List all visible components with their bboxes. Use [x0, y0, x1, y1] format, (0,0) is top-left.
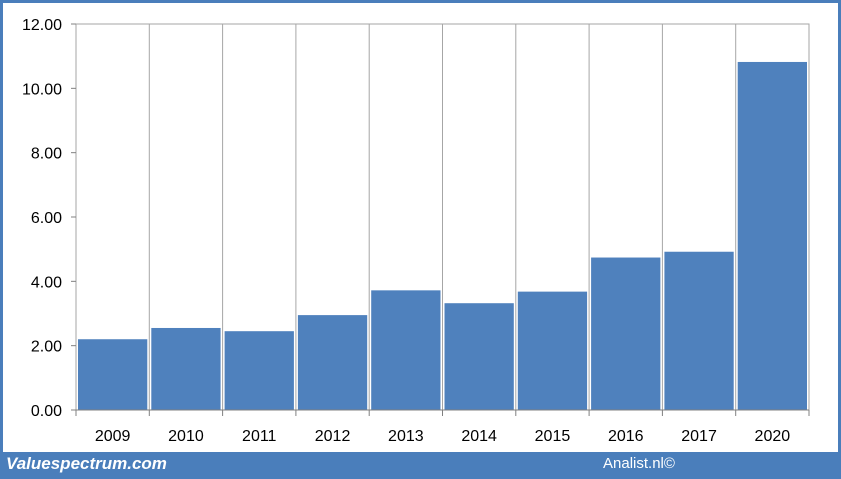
bar [297, 315, 368, 410]
bar [151, 327, 221, 410]
y-tick-label: 0.00 [31, 403, 62, 420]
bar [224, 331, 294, 410]
x-tick-label: 2013 [388, 428, 424, 445]
x-tick-label: 2009 [95, 428, 131, 445]
footer-bar [0, 452, 841, 479]
bar [444, 303, 514, 410]
y-tick-label: 12.00 [22, 17, 62, 34]
x-tick-label: 2020 [755, 428, 791, 445]
x-tick-label: 2017 [681, 428, 717, 445]
x-tick-label: 2011 [242, 428, 277, 445]
y-tick-label: 2.00 [31, 339, 62, 356]
y-tick-label: 4.00 [31, 274, 62, 291]
x-tick-label: 2015 [535, 428, 571, 445]
bar [517, 291, 588, 410]
bar [371, 290, 441, 410]
bar [591, 257, 661, 410]
y-tick-label: 10.00 [22, 81, 62, 98]
bar [78, 339, 148, 410]
x-tick-label: 2014 [461, 428, 497, 445]
y-tick-label: 8.00 [31, 146, 62, 163]
bar [737, 61, 807, 410]
y-tick-label: 6.00 [31, 210, 62, 227]
footer-brand-right: Analist.nl© [603, 455, 675, 472]
footer-brand-left: Valuespectrum.com [6, 454, 167, 473]
x-tick-label: 2012 [315, 428, 351, 445]
bar [664, 251, 734, 410]
x-tick-label: 2016 [608, 428, 644, 445]
x-tick-label: 2010 [168, 428, 204, 445]
